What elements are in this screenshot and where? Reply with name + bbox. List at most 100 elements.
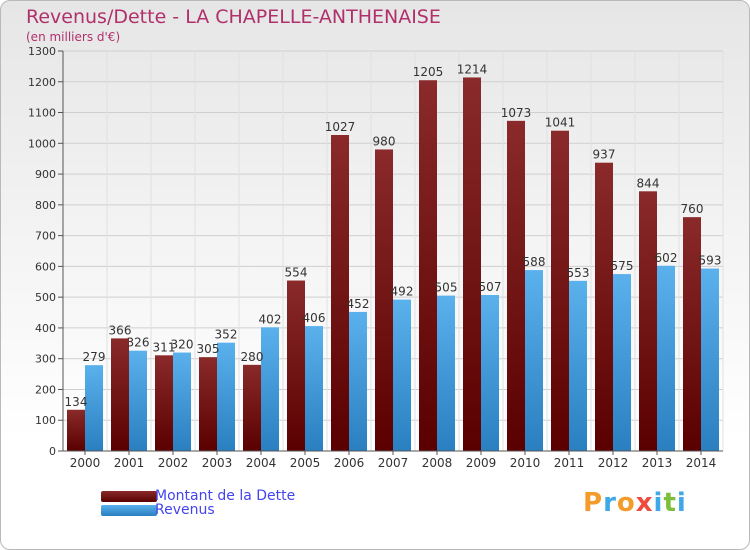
- chart-title: Revenus/Dette - LA CHAPELLE-ANTHENAISE: [26, 6, 441, 28]
- legend-label-revenus: Revenus: [155, 502, 215, 518]
- bar-revenus-2012: [613, 274, 631, 451]
- bar-dette-2006: [331, 135, 349, 451]
- x-tick-label: 2004: [246, 456, 277, 470]
- y-tick-label: 1300: [28, 45, 56, 58]
- x-tick-label: 2011: [554, 456, 585, 470]
- y-tick-label: 700: [35, 230, 56, 243]
- data-label-revenus-2011: 553: [567, 266, 590, 280]
- bar-revenus-2004: [261, 327, 279, 451]
- bar-dette-2010: [507, 120, 525, 451]
- x-tick-label: 2014: [686, 456, 717, 470]
- bar-dette-2012: [595, 162, 613, 451]
- data-label-dette-2000: 134: [65, 395, 88, 409]
- data-label-revenus-2012: 575: [611, 259, 634, 273]
- data-label-revenus-2007: 492: [391, 285, 414, 299]
- x-tick-label: 2013: [642, 456, 673, 470]
- y-tick-label: 100: [35, 414, 56, 427]
- bar-dette-2002: [155, 355, 173, 451]
- data-label-dette-2003: 305: [197, 342, 220, 356]
- y-tick-label: 1000: [28, 137, 56, 150]
- bar-revenus-2010: [525, 270, 543, 451]
- data-label-revenus-2004: 402: [259, 312, 282, 326]
- x-tick-label: 2001: [114, 456, 145, 470]
- legend-swatch-dette: [101, 490, 157, 502]
- data-label-revenus-2006: 452: [347, 297, 370, 311]
- bar-dette-2000: [67, 409, 85, 451]
- bar-revenus-2005: [305, 326, 323, 451]
- data-label-dette-2002: 311: [153, 340, 176, 354]
- bar-revenus-2011: [569, 280, 587, 451]
- legend-label-dette: Montant de la Dette: [155, 488, 296, 504]
- data-label-revenus-2010: 588: [523, 255, 546, 269]
- x-tick-label: 2012: [598, 456, 629, 470]
- data-label-dette-2005: 554: [285, 266, 308, 280]
- bar-revenus-2008: [437, 295, 455, 451]
- y-tick-label: 500: [35, 291, 56, 304]
- y-tick-label: 600: [35, 260, 56, 273]
- bar-revenus-2002: [173, 352, 191, 451]
- y-tick-label: 900: [35, 168, 56, 181]
- data-label-dette-2010: 1073: [501, 106, 532, 120]
- data-label-dette-2013: 844: [637, 176, 660, 190]
- y-tick-label: 300: [35, 353, 56, 366]
- bar-revenus-2003: [217, 342, 235, 451]
- y-tick-label: 800: [35, 199, 56, 212]
- legend-item-dette: Montant de la Dette: [101, 488, 296, 504]
- data-label-revenus-2014: 593: [699, 254, 722, 268]
- data-label-dette-2014: 760: [681, 202, 704, 216]
- proxiti-logo: Proxiti: [583, 488, 687, 518]
- data-label-dette-2006: 1027: [325, 120, 356, 134]
- bar-revenus-2001: [129, 350, 147, 451]
- bar-revenus-2006: [349, 311, 367, 451]
- bar-dette-2001: [111, 338, 129, 451]
- x-tick-label: 2010: [510, 456, 541, 470]
- bar-revenus-2009: [481, 295, 499, 451]
- data-label-revenus-2001: 326: [127, 336, 150, 350]
- x-tick-label: 2006: [334, 456, 365, 470]
- x-tick-label: 2003: [202, 456, 233, 470]
- bar-revenus-2014: [701, 268, 719, 451]
- data-label-dette-2008: 1205: [413, 65, 444, 79]
- x-tick-label: 2005: [290, 456, 321, 470]
- data-label-revenus-2013: 602: [655, 251, 678, 265]
- bar-revenus-2013: [657, 265, 675, 451]
- x-tick-label: 2009: [466, 456, 497, 470]
- bar-revenus-2007: [393, 299, 411, 451]
- bar-dette-2007: [375, 149, 393, 451]
- data-label-revenus-2005: 406: [303, 311, 326, 325]
- y-tick-label: 200: [35, 383, 56, 396]
- bar-dette-2004: [243, 364, 261, 451]
- chart-subtitle: (en milliers d'€): [26, 30, 121, 44]
- data-label-dette-2009: 1214: [457, 62, 488, 76]
- bar-dette-2011: [551, 130, 569, 451]
- data-label-dette-2012: 937: [593, 148, 616, 162]
- bar-revenus-2000: [85, 365, 103, 451]
- x-tick-label: 2008: [422, 456, 453, 470]
- y-tick-label: 0: [49, 445, 56, 458]
- bar-dette-2013: [639, 191, 657, 452]
- data-label-dette-2001: 366: [109, 323, 132, 337]
- x-tick-label: 2000: [70, 456, 101, 470]
- y-tick-label: 1200: [28, 76, 56, 89]
- data-label-dette-2007: 980: [373, 134, 396, 148]
- x-tick-label: 2002: [158, 456, 189, 470]
- y-tick-label: 400: [35, 322, 56, 335]
- data-label-revenus-2003: 352: [215, 328, 238, 342]
- data-label-dette-2004: 280: [241, 350, 264, 364]
- data-label-revenus-2008: 505: [435, 281, 458, 295]
- legend-swatch-revenus: [101, 504, 157, 516]
- data-label-dette-2011: 1041: [545, 116, 576, 130]
- x-tick-label: 2007: [378, 456, 409, 470]
- y-tick-label: 1100: [28, 107, 56, 120]
- bar-dette-2003: [199, 357, 217, 451]
- bar-dette-2008: [419, 80, 437, 451]
- data-label-revenus-2002: 320: [171, 338, 194, 352]
- data-label-revenus-2000: 279: [83, 350, 106, 364]
- legend-item-revenus: Revenus: [101, 502, 215, 518]
- bar-dette-2005: [287, 280, 305, 451]
- data-label-revenus-2009: 507: [479, 280, 502, 294]
- bar-dette-2014: [683, 217, 701, 451]
- bar-dette-2009: [463, 77, 481, 451]
